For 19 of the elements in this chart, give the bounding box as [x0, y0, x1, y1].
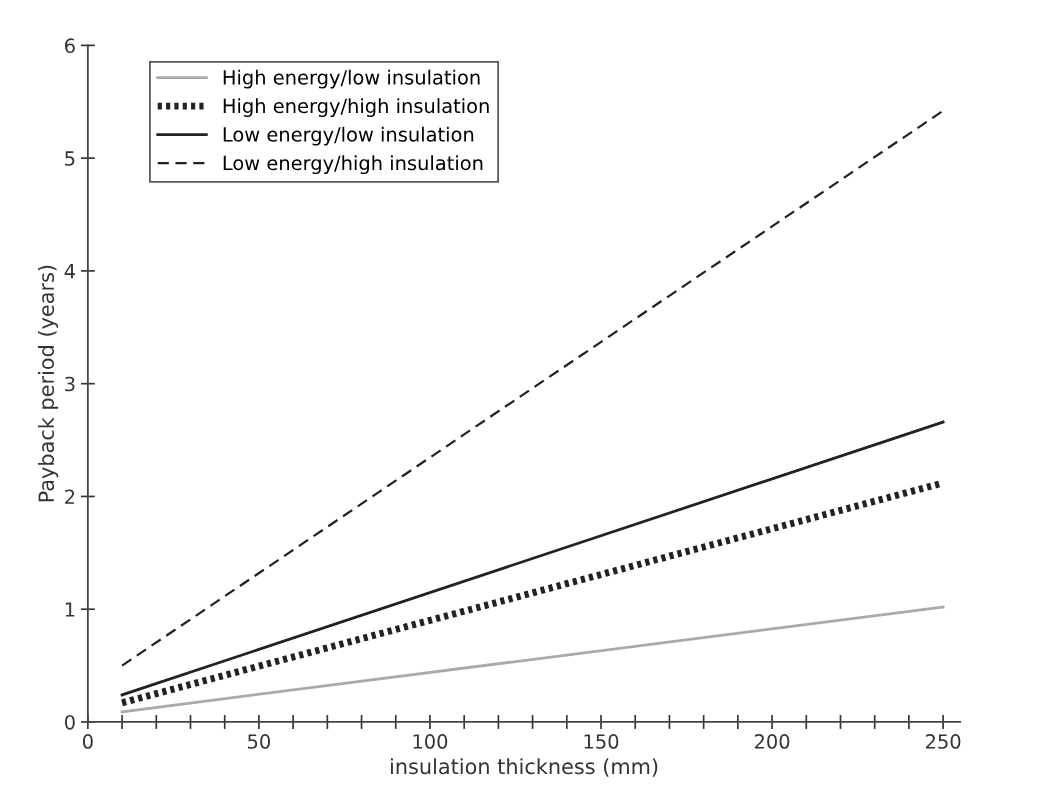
y-tick-label: 4: [64, 264, 75, 279]
legend-label: High energy/low insulation: [223, 69, 480, 89]
x-tick-label: 100: [413, 734, 448, 749]
legend-label: High energy/high insulation: [223, 98, 489, 117]
y-tick-label: 5: [65, 151, 75, 166]
x-tick-label: 0: [82, 734, 93, 749]
legend-label: Low energy/high insulation: [223, 155, 483, 175]
x-tick-label: 200: [754, 734, 790, 749]
y-axis-title: Payback period (years): [37, 265, 59, 502]
y-tick-label: 1: [65, 602, 75, 617]
x-tick-label: 150: [584, 734, 619, 749]
y-tick-label: 0: [64, 714, 75, 730]
x-axis-title: insulation thickness (mm): [391, 758, 658, 777]
x-tick-label: 250: [925, 734, 961, 749]
y-tick-label: 6: [65, 38, 75, 54]
y-tick-label: 2: [65, 489, 75, 504]
x-tick-label: 50: [248, 734, 270, 749]
y-tick-label: 3: [65, 376, 75, 392]
legend-label: Low energy/low insulation: [223, 126, 474, 146]
